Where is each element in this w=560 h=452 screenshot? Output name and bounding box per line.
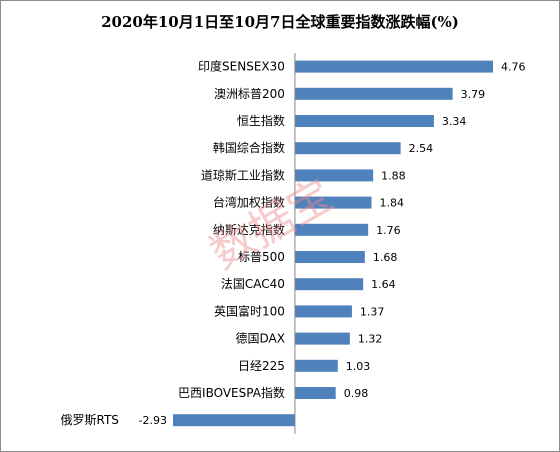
bar-10 (294, 332, 350, 345)
category-label: 韩国综合指数 (213, 140, 285, 155)
value-label: 1.03 (346, 360, 371, 373)
category-label: 巴西IBOVESPA指数 (178, 385, 285, 400)
bar-4 (294, 169, 374, 182)
value-label: 1.68 (373, 251, 398, 264)
category-label: 澳洲标普200 (214, 87, 285, 101)
bar-7 (294, 251, 365, 263)
bars-group (173, 60, 493, 427)
value-label: 1.37 (360, 305, 385, 318)
value-label: 1.32 (358, 333, 383, 346)
category-label: 印度SENSEX30 (198, 59, 285, 74)
category-label: 英国富时100 (214, 303, 285, 318)
category-labels: 印度SENSEX30 澳洲标普200 恒生指数韩国综合指数道琼斯工业指数台湾加权指数… (61, 59, 285, 428)
bar-6 (294, 223, 369, 236)
value-label: 2.54 (409, 142, 434, 155)
value-label: -2.93 (139, 414, 167, 427)
value-label: 3.79 (461, 88, 486, 101)
value-label: 1.64 (371, 278, 396, 291)
category-label: 恒生指数 (237, 113, 285, 128)
bar-3 (294, 142, 401, 155)
bar-2 (294, 115, 434, 127)
category-label: 法国CAC40 (221, 277, 285, 291)
value-label: 1.76 (376, 224, 401, 237)
value-label: 0.98 (344, 387, 369, 400)
bar-13 (173, 414, 295, 427)
bar-11 (294, 359, 338, 372)
value-label: 1.88 (381, 169, 406, 182)
bar-9 (294, 305, 352, 318)
bar-1 (294, 87, 453, 100)
category-label: 道琼斯工业指数 (201, 167, 285, 182)
category-label: 台湾加权指数 (213, 195, 285, 210)
bar-12 (294, 387, 336, 399)
value-label: 4.76 (501, 61, 526, 74)
bar-5 (294, 196, 372, 209)
chart-title: 2020年10月1日至10月7日全球重要指数涨跌幅(%) (101, 13, 459, 31)
category-label: 日经225 (238, 359, 285, 373)
category-label: 德国DAX (235, 331, 284, 346)
category-label: 纳斯达克指数 (213, 222, 285, 237)
category-label: 俄罗斯RTS (61, 413, 119, 427)
category-label: 标普500 (238, 250, 285, 264)
value-label: 3.34 (442, 115, 467, 128)
value-label: 1.84 (379, 197, 404, 210)
bar-8 (294, 278, 364, 291)
bar-0 (294, 60, 493, 73)
value-labels: 4.76 3.79 3.34 2.54 1.88 1.84 1.76 1.68 1.64 1.37… (139, 61, 526, 428)
